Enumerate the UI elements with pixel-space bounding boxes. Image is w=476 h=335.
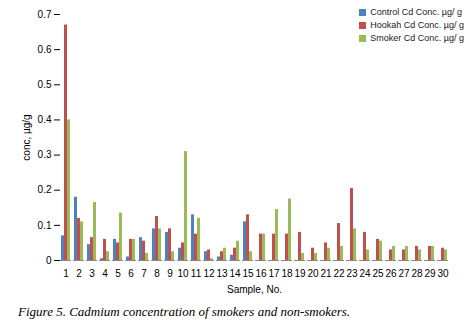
svg-text:0.6: 0.6 [38, 44, 52, 55]
svg-text:5: 5 [115, 268, 121, 279]
svg-text:0.7: 0.7 [38, 9, 52, 20]
html-text:Control Cd Conc. µg/ g: Control Cd Conc. µg/ g [370, 7, 462, 17]
svg-text:12: 12 [203, 268, 215, 279]
svg-text:28: 28 [411, 268, 423, 279]
svg-text:15: 15 [242, 268, 254, 279]
html-text:Smoker Cd Conc. µg/ g: Smoker Cd Conc. µg/ g [370, 33, 464, 43]
svg-text:0.5: 0.5 [38, 79, 52, 90]
svg-text:11: 11 [191, 268, 202, 279]
svg-text:14: 14 [229, 268, 241, 279]
svg-text:13: 13 [216, 268, 228, 279]
svg-text:0.1: 0.1 [38, 220, 52, 231]
html-text:Hookah Cd Conc. µg/ g: Hookah Cd Conc. µg/ g [370, 20, 464, 30]
svg-text:19: 19 [294, 268, 306, 279]
svg-text:27: 27 [398, 268, 410, 279]
svg-text:23: 23 [346, 268, 358, 279]
svg-text:30: 30 [437, 268, 449, 279]
svg-text:16: 16 [255, 268, 267, 279]
svg-text:1: 1 [63, 268, 69, 279]
svg-text:0.2: 0.2 [38, 184, 52, 195]
svg-text:6: 6 [128, 268, 134, 279]
svg-text:conc, µg/g: conc, µg/g [21, 114, 32, 160]
svg-text:22: 22 [333, 268, 345, 279]
svg-text:18: 18 [281, 268, 293, 279]
svg-text:3: 3 [89, 268, 95, 279]
html-text:Figure 5. Cadmium concentratio: Figure 5. Cadmium concentration of smoke… [18, 304, 351, 319]
svg-text:24: 24 [359, 268, 371, 279]
svg-text:26: 26 [385, 268, 397, 279]
svg-text:17: 17 [268, 268, 280, 279]
svg-text:0.3: 0.3 [38, 149, 52, 160]
svg-text:10: 10 [177, 268, 189, 279]
svg-text:8: 8 [154, 268, 160, 279]
svg-text:0.4: 0.4 [38, 114, 52, 125]
svg-text:21: 21 [320, 268, 332, 279]
svg-text:2: 2 [76, 268, 82, 279]
svg-text:7: 7 [141, 268, 147, 279]
svg-text:9: 9 [167, 268, 173, 279]
svg-text:4: 4 [102, 268, 108, 279]
svg-text:20: 20 [307, 268, 319, 279]
svg-text:29: 29 [424, 268, 436, 279]
svg-text:0: 0 [46, 255, 52, 266]
svg-text:Sample, No.: Sample, No. [227, 284, 282, 295]
svg-text:25: 25 [372, 268, 384, 279]
